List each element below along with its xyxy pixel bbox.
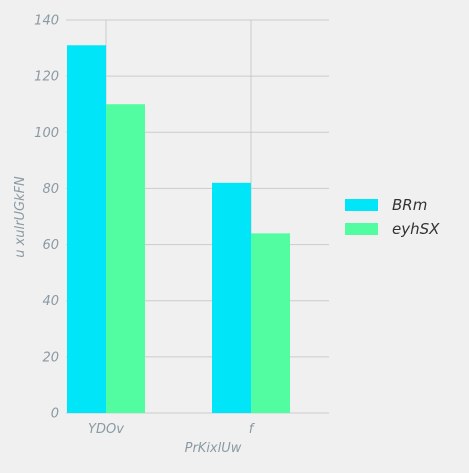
legend-label: eyhSX <box>392 220 440 238</box>
x-axis-ticks: YDOv f <box>88 422 256 437</box>
x-axis-label: PrKixlUw <box>185 441 242 456</box>
y-tick-label: 100 <box>34 126 59 141</box>
x-tick-label: YDOv <box>88 422 124 437</box>
y-tick-label: 20 <box>42 350 59 365</box>
legend-label: BRm <box>392 196 427 214</box>
bar-BRm-f <box>212 182 251 413</box>
y-tick-label: 0 <box>51 407 59 422</box>
bar-BRm-YDOv <box>67 45 106 414</box>
y-tick-label: 40 <box>42 294 59 309</box>
legend-swatch-BRm <box>345 199 378 211</box>
y-tick-label: 60 <box>42 238 59 253</box>
legend: BRm eyhSX <box>345 196 440 238</box>
legend-swatch-eyhSX <box>345 223 378 235</box>
y-tick-label: 140 <box>34 14 59 29</box>
y-axis-ticks: 0 20 40 60 80 100 120 140 <box>34 14 59 422</box>
x-tick-label: f <box>249 422 256 437</box>
y-tick-label: 120 <box>34 70 59 85</box>
y-axis-label: u xulrUGkFN <box>13 176 28 258</box>
y-tick-label: 80 <box>42 182 59 197</box>
bar-eyhSX-YDOv <box>106 104 145 413</box>
bar-eyhSX-f <box>251 233 290 413</box>
bars <box>67 45 290 414</box>
